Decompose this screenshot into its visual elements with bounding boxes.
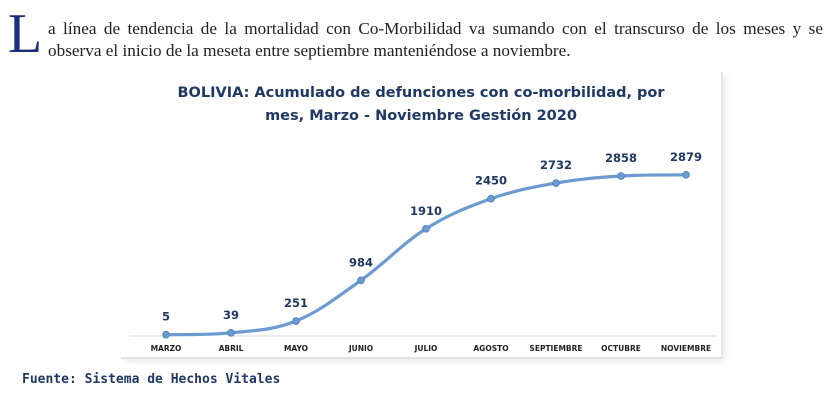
data-label: 984 xyxy=(349,255,373,269)
data-point xyxy=(682,171,690,179)
data-label: 2879 xyxy=(670,150,702,164)
series-line xyxy=(164,173,688,337)
x-tick-label: ABRIL xyxy=(219,344,244,353)
data-label: 2732 xyxy=(540,158,572,172)
line-chart: 5 MARZO 39 ABRIL 251 MAYO 984 JUNIO 1910 JULIO 245… xyxy=(129,150,717,353)
x-tick-label: AGOSTO xyxy=(473,344,508,353)
chart-frame: BOLIVIA: Acumulado de defunciones con co… xyxy=(121,72,723,359)
data-point xyxy=(617,172,625,180)
data-point xyxy=(162,330,170,339)
chart-title-line-2: mes, Marzo - Noviembre Gestión 2020 xyxy=(265,108,577,124)
series-line-halo xyxy=(163,171,689,338)
data-label: 1910 xyxy=(410,204,442,218)
data-point xyxy=(552,179,560,187)
x-tick-label: NOVIEMBRE xyxy=(661,344,711,353)
chart-title-line-1: BOLIVIA: Acumulado de defunciones con co… xyxy=(177,85,665,101)
data-label: 2450 xyxy=(475,174,507,188)
x-tick-label: SEPTIEMBRE xyxy=(529,344,582,353)
source-note: Fuente: Sistema de Hechos Vitales xyxy=(22,372,281,387)
data-label: 251 xyxy=(284,296,308,310)
data-label: 39 xyxy=(223,308,239,322)
drop-cap: L xyxy=(8,3,43,65)
intro-text: a línea de tendencia de la mortalidad co… xyxy=(48,19,823,60)
data-point xyxy=(292,317,300,325)
data-point xyxy=(357,276,365,285)
data-label: 5 xyxy=(162,310,170,324)
x-tick-label: JUNIO xyxy=(348,344,373,353)
x-tick-label: JULIO xyxy=(414,344,438,353)
data-point xyxy=(227,329,235,337)
data-label: 2858 xyxy=(605,151,637,165)
data-point xyxy=(487,194,495,203)
x-tick-label: OCTUBRE xyxy=(601,344,641,353)
chart-title: BOLIVIA: Acumulado de defunciones con co… xyxy=(121,82,721,128)
x-tick-label: MAYO xyxy=(284,344,308,353)
data-point xyxy=(422,224,430,233)
x-tick-label: MARZO xyxy=(151,344,182,353)
intro-paragraph: L a línea de tendencia de la mortalidad … xyxy=(8,6,828,66)
